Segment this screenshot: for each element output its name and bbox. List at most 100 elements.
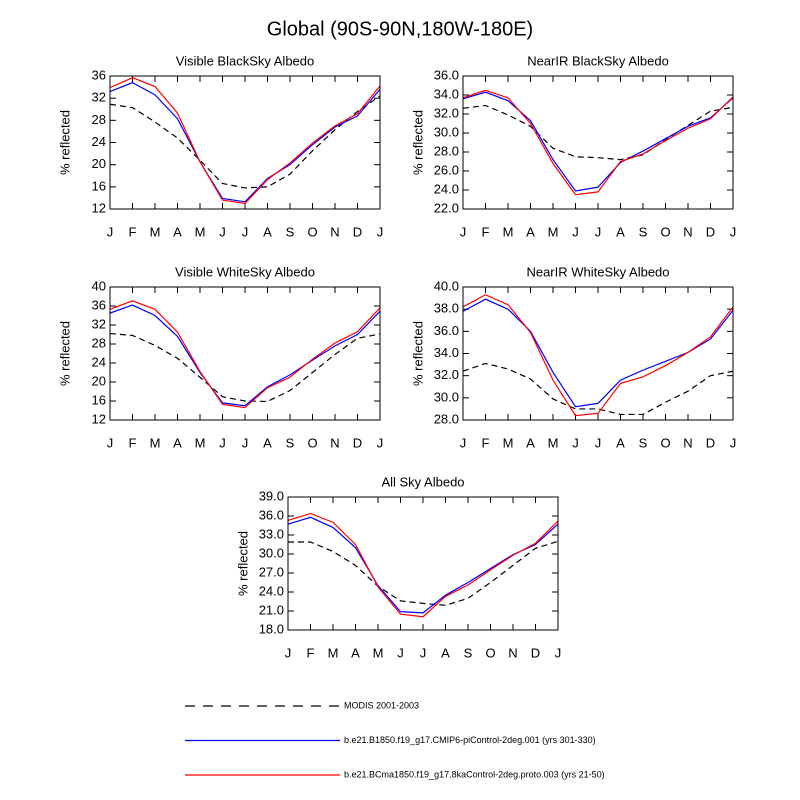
- data-line: [462, 294, 734, 417]
- x-tick-label: S: [286, 435, 295, 450]
- x-tick-label: A: [526, 224, 535, 239]
- x-tick-label: J: [572, 224, 579, 239]
- y-tick-label: 12: [92, 200, 106, 215]
- x-tick-label: N: [330, 224, 339, 239]
- x-tick-label: M: [548, 224, 559, 239]
- x-tick-label: J: [107, 435, 114, 450]
- y-tick-label: 36.0: [259, 507, 284, 522]
- y-tick-label: 40: [92, 278, 106, 293]
- plot-frame: [462, 286, 734, 421]
- x-tick-label: F: [129, 224, 137, 239]
- y-tick-label: 28: [92, 335, 106, 350]
- plot-frame: [287, 496, 559, 631]
- data-line: [462, 104, 734, 161]
- legend-label: MODIS 2001-2003: [344, 700, 419, 710]
- x-tick-label: J: [107, 224, 114, 239]
- y-tick-label: 27.0: [259, 564, 284, 579]
- x-tick-label: D: [353, 224, 362, 239]
- x-tick-label: F: [482, 224, 490, 239]
- x-tick-label: J: [285, 645, 292, 660]
- x-tick-label: M: [150, 224, 161, 239]
- y-tick-label: 28.0: [434, 411, 459, 426]
- y-tick-label: 22.0: [434, 200, 459, 215]
- y-axis-label: % reflected: [57, 110, 72, 175]
- x-tick-label: F: [129, 435, 137, 450]
- y-tick-label: 28: [92, 112, 106, 127]
- x-tick-label: N: [508, 645, 517, 660]
- y-tick-label: 20: [92, 373, 106, 388]
- y-tick-label: 28.0: [434, 143, 459, 158]
- data-line: [287, 516, 559, 614]
- data-line: [109, 332, 381, 403]
- x-tick-label: M: [195, 224, 206, 239]
- plot-frame: [462, 75, 734, 210]
- x-tick-label: J: [377, 435, 384, 450]
- x-tick-label: J: [595, 435, 602, 450]
- x-tick-label: J: [595, 224, 602, 239]
- x-tick-label: D: [706, 435, 715, 450]
- x-tick-label: S: [639, 435, 648, 450]
- data-line: [462, 89, 734, 196]
- x-tick-label: M: [328, 645, 339, 660]
- data-line: [288, 540, 559, 606]
- data-line: [462, 362, 734, 416]
- plot-frame: [109, 286, 381, 421]
- y-tick-label: 24: [92, 134, 106, 149]
- data-line: [109, 81, 381, 203]
- y-tick-label: 24.0: [434, 181, 459, 196]
- panel: All Sky Albedo % reflected 18.0 21.0 24.0 27.…: [235, 474, 561, 660]
- x-tick-label: D: [353, 435, 362, 450]
- x-tick-label: J: [219, 435, 226, 450]
- y-axis-label: % reflected: [235, 531, 250, 596]
- panel-title: NearIR BlackSky Albedo: [527, 53, 669, 68]
- x-tick-label: A: [173, 435, 182, 450]
- x-tick-label: O: [485, 645, 495, 660]
- data-line: [109, 300, 381, 409]
- y-tick-label: 18.0: [259, 621, 284, 636]
- x-tick-label: J: [397, 645, 404, 660]
- panel-title: NearIR WhiteSky Albedo: [526, 264, 669, 279]
- x-tick-label: J: [219, 224, 226, 239]
- x-tick-label: M: [373, 645, 384, 660]
- data-line: [287, 512, 559, 618]
- x-tick-label: M: [548, 435, 559, 450]
- x-tick-label: O: [660, 435, 670, 450]
- y-tick-label: 30.0: [434, 124, 459, 139]
- y-tick-label: 36: [92, 297, 106, 312]
- y-tick-label: 32.0: [434, 367, 459, 382]
- x-tick-label: S: [639, 224, 648, 239]
- y-tick-label: 16: [92, 178, 106, 193]
- x-tick-label: O: [307, 224, 317, 239]
- y-tick-label: 38.0: [434, 301, 459, 316]
- y-tick-label: 24: [92, 354, 106, 369]
- panel-title: All Sky Albedo: [381, 474, 464, 489]
- y-tick-label: 36.0: [434, 323, 459, 338]
- x-tick-label: S: [464, 645, 473, 660]
- panel-title: Visible BlackSky Albedo: [176, 53, 315, 68]
- x-tick-label: A: [441, 645, 450, 660]
- data-line: [462, 298, 734, 408]
- x-tick-label: M: [503, 435, 514, 450]
- y-tick-label: 30.0: [434, 389, 459, 404]
- panel: NearIR BlackSky Albedo % reflected 22.0 24.…: [410, 53, 736, 239]
- data-line: [462, 91, 734, 192]
- x-tick-label: J: [460, 224, 467, 239]
- data-line: [109, 304, 381, 407]
- legend-label: b.e21.B1850.f19_g17.CMIP6-piControl-2deg…: [344, 735, 596, 745]
- y-tick-label: 16: [92, 392, 106, 407]
- x-tick-label: A: [351, 645, 360, 660]
- x-tick-label: J: [555, 645, 562, 660]
- y-tick-label: 21.0: [259, 602, 284, 617]
- x-tick-label: A: [263, 224, 272, 239]
- x-tick-label: J: [460, 435, 467, 450]
- figure-title: Global (90S-90N,180W-180E): [267, 18, 533, 40]
- y-tick-label: 34.0: [434, 86, 459, 101]
- x-tick-label: M: [150, 435, 161, 450]
- x-tick-label: A: [526, 435, 535, 450]
- x-tick-label: M: [503, 224, 514, 239]
- x-tick-label: J: [730, 435, 737, 450]
- y-tick-label: 39.0: [259, 488, 284, 503]
- panel-title: Visible WhiteSky Albedo: [175, 264, 315, 279]
- x-tick-label: F: [307, 645, 315, 660]
